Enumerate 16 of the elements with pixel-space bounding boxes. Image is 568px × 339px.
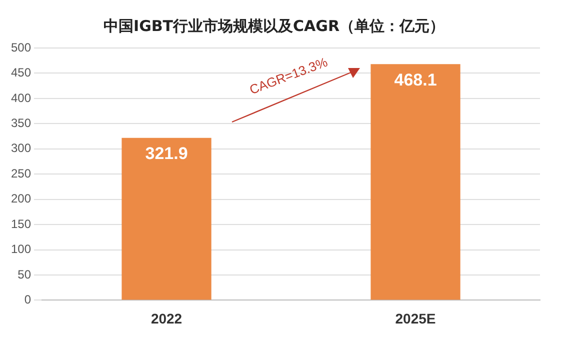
y-tick-label: 400 — [10, 90, 32, 105]
chart-title: 中国IGBT行业市场规模以及CAGR（单位：亿元） — [103, 16, 445, 35]
x-tick-label: 2025E — [395, 310, 436, 326]
y-tick-label: 300 — [10, 141, 32, 156]
y-tick-label: 200 — [10, 192, 32, 206]
y-tick-label: 250 — [10, 166, 32, 180]
y-tick-label: 100 — [10, 242, 32, 256]
data-label: 468.1 — [394, 70, 437, 90]
y-tick-label: 450 — [10, 66, 32, 80]
y-tick-label: 50 — [18, 267, 32, 282]
y-tick-label: 150 — [10, 216, 32, 231]
y-tick-label: 350 — [10, 116, 32, 130]
y-tick-label: 0 — [24, 292, 32, 307]
data-label: 321.9 — [145, 144, 188, 164]
y-tick-label: 500 — [10, 40, 32, 54]
x-tick-label: 2022 — [150, 310, 182, 326]
